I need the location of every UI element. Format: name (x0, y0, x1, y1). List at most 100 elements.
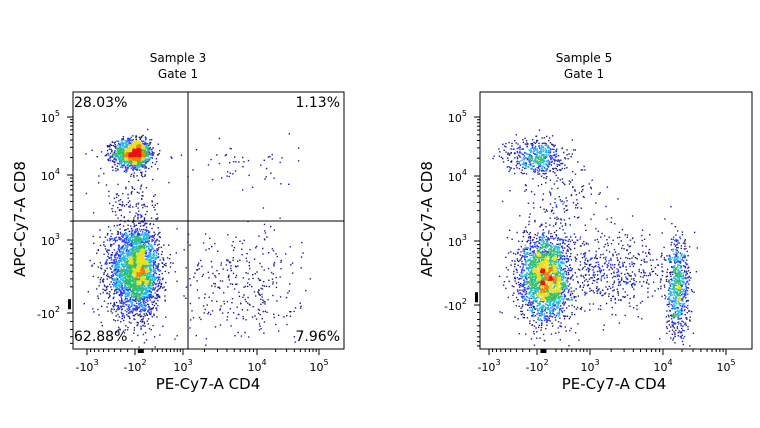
event-point (127, 280, 129, 282)
event-point (138, 258, 140, 260)
event-point (113, 225, 115, 227)
event-point (156, 244, 159, 246)
event-point (171, 157, 173, 159)
event-point (146, 267, 148, 269)
event-point (125, 156, 127, 158)
event-point (121, 201, 124, 203)
event-point (128, 256, 130, 258)
event-point (224, 154, 227, 157)
event-point (245, 300, 247, 303)
event-point (108, 262, 111, 264)
event-point (128, 206, 130, 208)
event-point (147, 260, 149, 262)
event-point (114, 320, 117, 322)
event-point (248, 261, 250, 264)
event-point (136, 275, 139, 277)
event-point (114, 155, 116, 157)
event-point (136, 261, 138, 263)
event-point (110, 310, 112, 312)
event-point (136, 267, 138, 269)
event-point (196, 289, 199, 291)
event-point (232, 160, 235, 163)
event-point (210, 260, 213, 263)
event-point (235, 161, 237, 163)
x-tick-base: -10 (75, 361, 93, 374)
event-point (138, 164, 140, 166)
event-point (120, 150, 122, 152)
event-point (113, 303, 115, 305)
event-point (147, 256, 149, 259)
event-point (136, 161, 139, 164)
event-point (155, 254, 157, 256)
event-point (141, 250, 143, 252)
event-point (148, 159, 151, 161)
event-point (132, 309, 135, 312)
event-point (129, 154, 131, 156)
event-point (262, 302, 264, 304)
event-point (138, 192, 140, 194)
event-point (103, 273, 105, 276)
event-point (226, 171, 229, 173)
event-point (112, 273, 114, 275)
event-point (220, 264, 222, 266)
event-point (154, 277, 156, 280)
event-point (147, 277, 150, 279)
event-point (130, 257, 133, 259)
event-point (154, 163, 157, 165)
event-point (146, 155, 149, 157)
event-point (129, 250, 131, 252)
event-point (121, 288, 124, 290)
event-point (150, 250, 152, 253)
event-point (123, 266, 125, 268)
event-point (128, 274, 130, 276)
event-point (126, 247, 128, 249)
event-point (121, 284, 124, 287)
event-point (139, 188, 142, 190)
event-point (151, 282, 153, 284)
event-point (143, 258, 146, 260)
event-point (129, 277, 131, 279)
event-point (128, 140, 130, 142)
event-point (158, 263, 160, 265)
event-point (230, 269, 232, 272)
x-axis-label: PE-Cy7-A CD4 (156, 375, 261, 393)
event-point (149, 250, 151, 252)
event-point (139, 152, 141, 154)
event-point (122, 192, 124, 195)
event-point (134, 294, 136, 296)
event-point (119, 287, 122, 289)
event-point (129, 139, 132, 141)
event-point (158, 281, 161, 283)
event-point (134, 292, 136, 294)
event-point (116, 287, 118, 289)
event-point (123, 279, 125, 281)
event-point (142, 333, 145, 336)
event-point (149, 255, 152, 257)
event-point (133, 258, 135, 260)
event-point (127, 284, 129, 287)
event-point (115, 271, 118, 273)
event-point (153, 289, 156, 291)
event-point (174, 338, 176, 340)
event-point (128, 165, 131, 167)
event-point (129, 312, 131, 314)
event-point (220, 262, 223, 264)
event-point (142, 253, 144, 256)
event-point (146, 245, 148, 248)
event-point (122, 147, 124, 149)
event-point (145, 280, 147, 282)
event-point (128, 267, 130, 269)
event-point (137, 240, 139, 242)
event-point (127, 197, 129, 199)
event-point (139, 276, 141, 278)
event-point (216, 300, 218, 303)
event-point (145, 308, 147, 310)
event-point (141, 146, 144, 148)
event-point (147, 263, 149, 265)
event-point (197, 265, 199, 267)
event-point (118, 307, 121, 310)
event-point (148, 237, 151, 240)
event-point (117, 162, 119, 165)
event-point (159, 236, 161, 238)
event-point (142, 233, 144, 236)
